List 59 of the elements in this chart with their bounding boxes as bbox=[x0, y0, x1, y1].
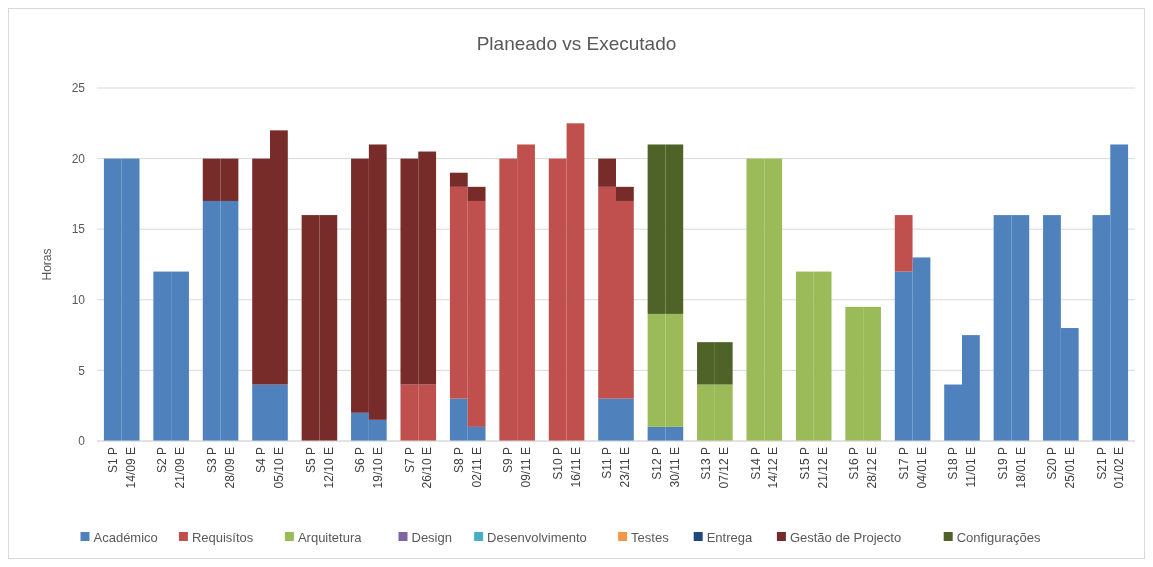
x-tick-label: S11 P bbox=[600, 447, 615, 479]
y-tick-label: 20 bbox=[71, 151, 86, 166]
x-tick-label: S3 P bbox=[204, 447, 219, 474]
y-tick-label: 15 bbox=[71, 222, 86, 237]
x-tick-label: 11/01 E bbox=[964, 447, 979, 488]
x-tick-label: 12/10 E bbox=[321, 447, 336, 489]
x-tick-label: S20 P bbox=[1045, 447, 1060, 480]
x-tick-label: S5 P bbox=[303, 447, 318, 474]
x-tick-label: 19/10 E bbox=[370, 447, 385, 489]
x-tick-label: S21 P bbox=[1094, 447, 1109, 480]
x-tick-label: 09/11 E bbox=[519, 447, 534, 488]
x-tick-label: 14/09 E bbox=[123, 447, 138, 489]
x-tick-label: S7 P bbox=[402, 447, 417, 474]
x-tick-label: 07/12 E bbox=[716, 447, 731, 489]
x-tick-label: 28/12 E bbox=[865, 447, 880, 489]
x-tick-label: S8 P bbox=[452, 447, 467, 474]
x-tick-label: 04/01 E bbox=[914, 447, 929, 489]
x-tick-label: 18/01 E bbox=[1013, 447, 1028, 489]
x-tick-label: S17 P bbox=[896, 447, 911, 480]
x-tick-label: 23/11 E bbox=[618, 447, 633, 488]
legend-label: Gestão de Projecto bbox=[789, 529, 902, 545]
x-tick-label: S15 P bbox=[798, 447, 813, 480]
x-tick-label: S4 P bbox=[254, 447, 269, 474]
legend-label: Entrega bbox=[706, 529, 753, 545]
y-tick-label: 25 bbox=[71, 81, 86, 96]
x-tick-label: 01/02 E bbox=[1112, 447, 1127, 489]
x-tick-label: S16 P bbox=[847, 447, 862, 480]
legend-label: Arquitetura bbox=[297, 529, 363, 545]
x-tick-label: S2 P bbox=[155, 447, 170, 474]
x-tick-label: S9 P bbox=[501, 447, 516, 474]
x-tick-label: S13 P bbox=[699, 447, 714, 480]
chart-title: Planeado vs Executado bbox=[476, 33, 677, 54]
y-tick-label: 5 bbox=[78, 363, 86, 378]
y-axis-title: Horas bbox=[40, 248, 54, 281]
y-tick-label: 0 bbox=[78, 434, 86, 449]
legend-label: Testes bbox=[631, 529, 670, 545]
x-tick-label: 25/01 E bbox=[1062, 447, 1077, 489]
x-tick-label: S19 P bbox=[995, 447, 1010, 480]
legend-label: Requisítos bbox=[191, 529, 254, 545]
legend-label: Académico bbox=[93, 529, 158, 545]
x-tick-label: S6 P bbox=[353, 447, 368, 474]
x-tick-label: S14 P bbox=[748, 447, 763, 480]
x-tick-label: 05/10 E bbox=[272, 447, 287, 489]
x-tick-label: S12 P bbox=[649, 447, 664, 480]
x-tick-label: 14/12 E bbox=[766, 447, 781, 489]
x-tick-label: S1 P bbox=[106, 447, 121, 474]
x-tick-label: 16/11 E bbox=[568, 447, 583, 488]
x-tick-label: 30/11 E bbox=[667, 447, 682, 488]
x-tick-label: S10 P bbox=[550, 447, 565, 480]
x-tick-label: 26/10 E bbox=[420, 447, 435, 489]
legend-label: Configurações bbox=[956, 529, 1042, 545]
x-tick-label: S18 P bbox=[946, 447, 961, 480]
x-tick-label: 21/09 E bbox=[173, 447, 188, 489]
x-tick-label: 02/11 E bbox=[469, 447, 484, 488]
x-tick-label: 21/12 E bbox=[815, 447, 830, 489]
legend-label: Desenvolvimento bbox=[487, 529, 587, 545]
legend-label: Design bbox=[411, 529, 452, 545]
x-tick-label: 28/09 E bbox=[222, 447, 237, 489]
y-tick-label: 10 bbox=[71, 293, 86, 307]
